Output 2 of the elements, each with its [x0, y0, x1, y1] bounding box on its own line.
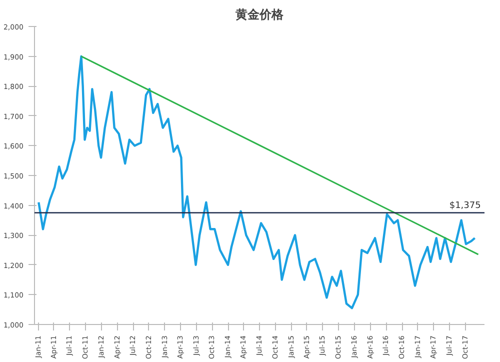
- ref-line-label: $1,375: [449, 200, 481, 211]
- chart-title: 黄金价格: [234, 8, 284, 22]
